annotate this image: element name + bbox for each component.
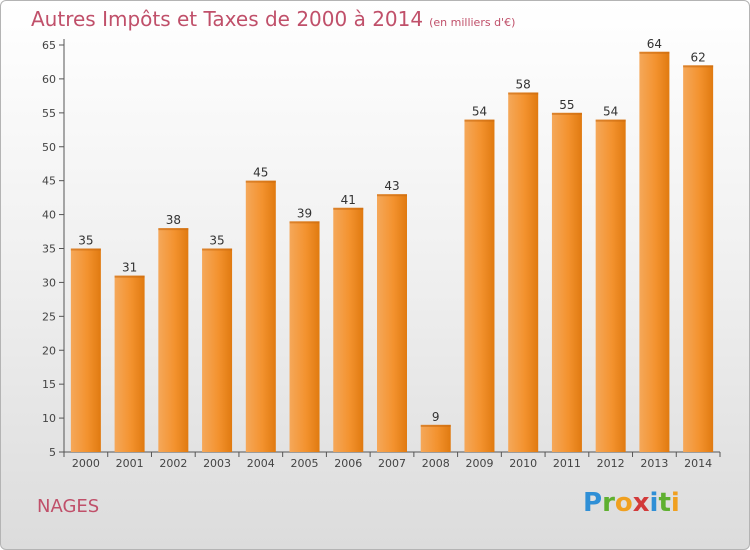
- x-tick-label: 2003: [203, 457, 231, 470]
- bar: [114, 275, 145, 452]
- y-tick-label: 65: [42, 39, 56, 52]
- bar: [377, 194, 407, 452]
- bar: [551, 112, 582, 452]
- bar: [639, 51, 670, 453]
- bar-top-edge: [158, 228, 189, 231]
- bar-value-label: 64: [647, 37, 662, 51]
- bar-value-label: 39: [297, 206, 312, 220]
- chart-title-unit: (en milliers d'€): [429, 16, 516, 29]
- bar: [158, 228, 189, 452]
- bar: [333, 207, 364, 452]
- bar-value-label: 38: [166, 213, 181, 227]
- y-tick-label: 60: [42, 73, 56, 86]
- x-tick-label: 2009: [465, 457, 493, 470]
- logo-letter: t: [658, 488, 671, 518]
- logo-letter: i: [649, 488, 659, 518]
- place-name: NAGES: [37, 496, 100, 517]
- bar: [464, 119, 495, 452]
- x-tick-label: 2007: [378, 457, 406, 470]
- bar-top-edge: [245, 180, 276, 183]
- bar-top-edge: [333, 207, 364, 210]
- value-labels-group: 35 31 38 35 45 39 41 43 9 54 58 55 54 64 62: [78, 37, 706, 424]
- proxiti-logo: Proxiti: [583, 488, 680, 518]
- x-tick-label: 2002: [159, 457, 187, 470]
- bars-group: [70, 51, 714, 453]
- bar-value-label: 58: [516, 77, 531, 91]
- bar-top-edge: [70, 248, 101, 251]
- y-tick-label: 10: [42, 412, 56, 425]
- x-tick-label: 2004: [247, 457, 275, 470]
- x-tick-label: 2005: [291, 457, 319, 470]
- chart-title: Autres Impôts et Taxes de 2000 à 2014 (en…: [31, 7, 515, 31]
- bar: [508, 92, 539, 452]
- logo-letter: i: [670, 488, 680, 518]
- bar-value-label: 35: [209, 234, 224, 248]
- bar-value-label: 45: [253, 166, 268, 180]
- bar-value-label: 55: [559, 98, 574, 112]
- x-tick-label: 2000: [72, 457, 100, 470]
- x-tick-label: 2012: [597, 457, 625, 470]
- y-tick-label: 5: [49, 446, 56, 459]
- bar-value-label: 54: [603, 105, 618, 119]
- y-tick-label: 55: [42, 107, 56, 120]
- bar-top-edge: [289, 221, 320, 224]
- x-tick-label: 2001: [116, 457, 144, 470]
- x-axis: 2000 2001 2002 2003 2004 2005 2006 2007 2008 2009…: [63, 451, 721, 470]
- bar-value-label: 62: [690, 50, 705, 64]
- y-tick-label: 45: [42, 175, 56, 188]
- bar-value-label: 35: [78, 234, 93, 248]
- bar-top-edge: [551, 112, 582, 115]
- y-axis: 5 10 15 20 25 30 35 40 45 50 55 60 65: [42, 39, 65, 459]
- logo-letter: x: [632, 488, 650, 518]
- bar-top-edge: [202, 248, 233, 251]
- bar-top-edge: [464, 119, 495, 122]
- bar-top-edge: [420, 424, 451, 427]
- bar-value-label: 31: [122, 261, 137, 275]
- bar-top-edge: [595, 119, 626, 122]
- logo-letter: r: [602, 488, 615, 518]
- bar: [420, 424, 451, 452]
- bar-value-label: 41: [341, 193, 356, 207]
- bar-value-label: 54: [472, 105, 487, 119]
- bar: [70, 248, 101, 452]
- y-tick-label: 25: [42, 310, 56, 323]
- y-tick-label: 40: [42, 209, 56, 222]
- x-tick-label: 2006: [334, 457, 362, 470]
- x-tick-label: 2008: [422, 457, 450, 470]
- bar: [683, 65, 714, 452]
- bar-top-edge: [114, 275, 145, 278]
- bar-value-label: 9: [432, 410, 440, 424]
- x-tick-label: 2013: [640, 457, 668, 470]
- bar-top-edge: [683, 65, 714, 68]
- logo-letter: P: [583, 488, 603, 518]
- y-tick-label: 20: [42, 344, 56, 357]
- logo-letter: o: [614, 488, 633, 518]
- x-tick-label: 2010: [509, 457, 537, 470]
- bar: [245, 180, 276, 452]
- y-tick-label: 50: [42, 141, 56, 154]
- y-tick-label: 15: [42, 378, 56, 391]
- bar-top-edge: [508, 92, 539, 95]
- x-tick-label: 2011: [553, 457, 581, 470]
- y-tick-label: 35: [42, 243, 56, 256]
- bar-value-label: 43: [384, 179, 399, 193]
- y-tick-label: 30: [42, 276, 56, 289]
- bar: [595, 119, 626, 452]
- bar: [202, 248, 233, 452]
- bar: [289, 221, 320, 452]
- bar-top-edge: [377, 194, 407, 197]
- bar-top-edge: [639, 51, 670, 54]
- x-tick-label: 2014: [684, 457, 712, 470]
- chart-title-main: Autres Impôts et Taxes de 2000 à 2014: [31, 7, 424, 31]
